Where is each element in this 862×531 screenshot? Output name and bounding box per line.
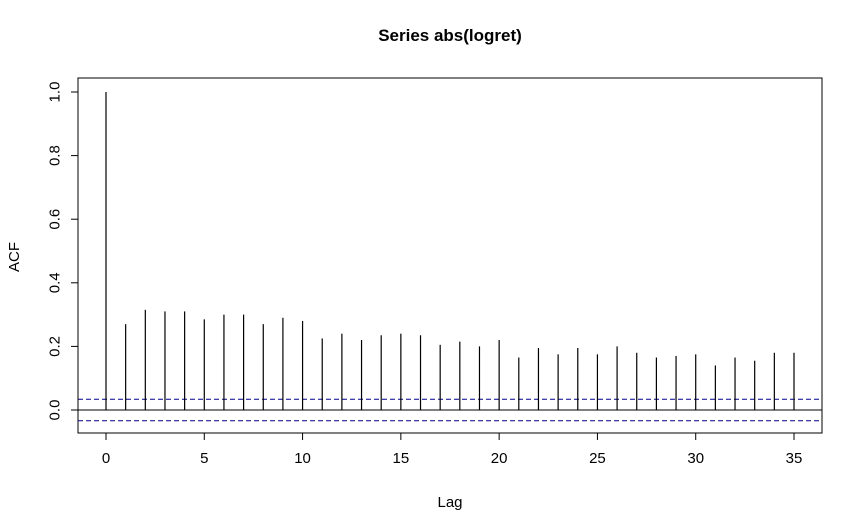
y-tick-label: 0.8 [47, 145, 64, 166]
plot-frame [77, 77, 823, 434]
x-tick-label: 35 [786, 450, 803, 467]
x-axis-label: Lag [437, 494, 462, 511]
x-tick-label: 30 [687, 450, 704, 467]
y-axis-label: ACF [6, 242, 23, 272]
y-tick-label: 0.4 [47, 272, 64, 293]
chart-marks [78, 92, 822, 422]
x-tick-label: 20 [491, 450, 508, 467]
x-tick-label: 5 [200, 450, 208, 467]
x-tick-label: 10 [294, 450, 311, 467]
x-tick-label: 25 [589, 450, 606, 467]
x-tick-label: 0 [102, 450, 110, 467]
y-tick-label: 0.0 [47, 400, 64, 421]
x-tick-label: 15 [393, 450, 410, 467]
y-axis: 0.0 0.2 0.4 0.6 0.8 1.0 [47, 82, 79, 421]
y-tick-label: 0.6 [47, 209, 64, 230]
x-axis: 0 5 10 15 20 25 30 35 [102, 432, 803, 467]
chart-title: Series abs(logret) [378, 26, 522, 45]
y-tick-label: 1.0 [47, 82, 64, 103]
y-tick-label: 0.2 [47, 336, 64, 357]
